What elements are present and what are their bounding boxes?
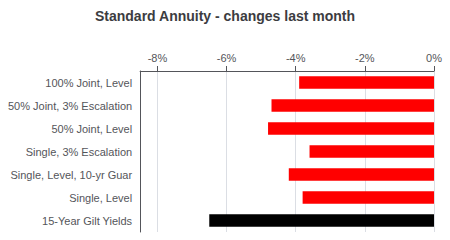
svg-text:-2%: -2%	[355, 52, 375, 64]
svg-text:Single, Level, 10-yr Guar: Single, Level, 10-yr Guar	[10, 169, 132, 181]
svg-text:15-Year Gilt Yields: 15-Year Gilt Yields	[42, 215, 133, 227]
svg-text:0%: 0%	[426, 52, 442, 64]
svg-text:50% Joint, 3% Escalation: 50% Joint, 3% Escalation	[8, 100, 132, 112]
svg-text:-8%: -8%	[148, 52, 168, 64]
svg-text:-4%: -4%	[286, 52, 306, 64]
svg-text:Standard Annuity - changes las: Standard Annuity - changes last month	[95, 8, 355, 24]
svg-text:-6%: -6%	[217, 52, 237, 64]
svg-text:50% Joint, Level: 50% Joint, Level	[51, 123, 132, 135]
svg-text:Single, 3% Escalation: Single, 3% Escalation	[26, 146, 132, 158]
svg-text:100% Joint, Level: 100% Joint, Level	[45, 77, 132, 89]
svg-text:Single, Level: Single, Level	[69, 192, 132, 204]
